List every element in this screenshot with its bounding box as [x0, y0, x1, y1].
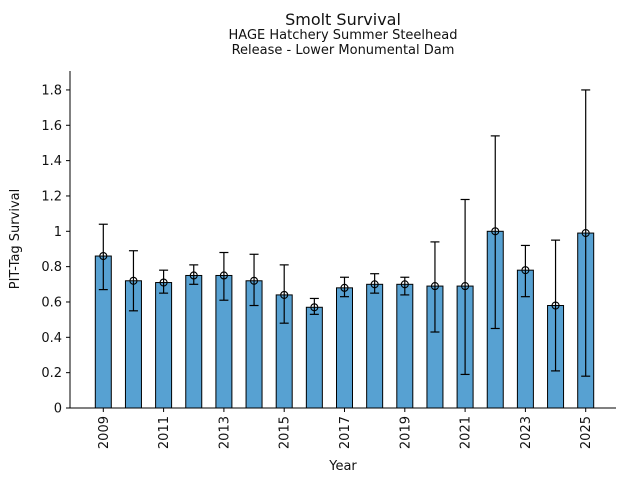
x-tick-label: 2017: [338, 416, 353, 449]
bar-2012: [185, 274, 203, 409]
point-marker-2018: [370, 280, 379, 289]
bar-2011: [155, 282, 173, 409]
bar-2018: [366, 283, 384, 409]
point-marker-2011: [159, 278, 168, 287]
point-marker-2010: [129, 276, 138, 285]
point-marker-2014: [250, 276, 259, 285]
y-tick-label: 0.4: [41, 331, 62, 346]
x-tick-label: 2015: [278, 416, 293, 449]
y-tick-label: 1.4: [41, 154, 62, 169]
x-axis-label: Year: [329, 459, 357, 474]
point-marker-2025: [581, 229, 590, 238]
chart-subtitle-line2: Release - Lower Monumental Dam: [231, 42, 455, 58]
point-marker-2016: [310, 303, 319, 312]
x-tick-label: 2019: [398, 416, 413, 449]
point-marker-2020: [430, 282, 440, 291]
y-tick-label: 0: [54, 402, 62, 417]
y-tick-label: 1.6: [41, 119, 62, 134]
bar-2019: [396, 283, 414, 409]
point-marker-2017: [340, 283, 349, 292]
point-marker-2009: [99, 251, 108, 261]
bar-2017: [336, 287, 353, 409]
x-tick-label: 2013: [217, 416, 232, 449]
y-tick-label: 0.6: [41, 295, 62, 310]
chart-subtitle-line1: HAGE Hatchery Summer Steelhead: [228, 28, 458, 43]
y-tick-label: 0.2: [41, 366, 62, 381]
point-marker-2024: [551, 301, 560, 310]
x-tick-label: 2011: [157, 416, 172, 449]
bar-2016: [305, 306, 323, 409]
point-marker-2012: [189, 271, 198, 280]
chart-title: Smolt Survival: [285, 10, 401, 29]
point-marker-2023: [521, 266, 530, 275]
point-marker-2015: [280, 290, 289, 299]
point-marker-2021: [461, 282, 470, 291]
point-marker-2013: [219, 271, 228, 280]
x-tick-label: 2025: [579, 416, 594, 449]
point-marker-2019: [400, 280, 409, 289]
point-marker-2022: [491, 227, 500, 236]
y-tick-label: 1.8: [41, 83, 62, 98]
x-tick-label: 2009: [97, 416, 112, 449]
x-tick-label: 2021: [459, 416, 474, 449]
y-tick-label: 1: [54, 225, 62, 240]
title-block: Smolt Survival HAGE Hatchery Summer Stee…: [70, 10, 616, 58]
y-tick-label: 1.2: [41, 189, 62, 204]
y-tick-label: 0.8: [41, 260, 62, 275]
x-tick-label: 2023: [519, 416, 534, 449]
